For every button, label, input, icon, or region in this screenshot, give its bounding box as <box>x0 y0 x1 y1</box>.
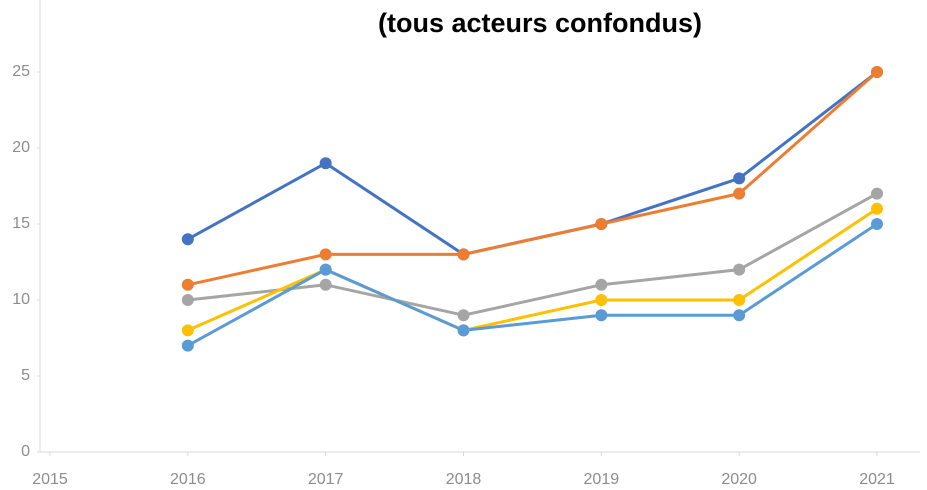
data-point <box>871 202 883 215</box>
x-tick-label: 2018 <box>446 471 482 488</box>
x-tick-label: 2015 <box>32 471 68 488</box>
data-point <box>733 187 746 200</box>
series-line <box>187 192 878 317</box>
y-tick-label: 5 <box>21 367 30 384</box>
chart-title: (tous acteurs confondus) <box>378 8 702 38</box>
data-point <box>733 294 746 306</box>
data-point <box>181 324 194 337</box>
data-point <box>733 172 746 185</box>
y-tick-label: 15 <box>12 215 30 232</box>
series-line <box>187 207 878 332</box>
data-point <box>181 233 194 246</box>
data-point <box>733 263 746 276</box>
x-tick-label: 2017 <box>308 471 344 488</box>
data-point <box>319 157 332 170</box>
data-point <box>319 263 332 276</box>
data-point <box>457 309 470 322</box>
x-tick-label: 2019 <box>584 471 620 488</box>
data-point <box>871 187 883 200</box>
data-point <box>733 309 746 322</box>
x-tick-label: 2016 <box>170 471 206 488</box>
y-tick-label: 20 <box>12 139 30 156</box>
data-point <box>181 278 194 291</box>
data-point <box>595 294 608 306</box>
x-tick-label: 2021 <box>859 471 895 488</box>
y-tick-label: 0 <box>21 443 30 460</box>
data-point <box>871 218 883 230</box>
data-point <box>181 339 194 352</box>
data-point <box>595 278 608 291</box>
data-point <box>319 248 332 261</box>
data-point <box>319 278 332 291</box>
series-line <box>187 70 878 287</box>
data-point <box>457 248 470 261</box>
x-tick-label: 2020 <box>721 471 757 488</box>
series-line <box>187 222 878 347</box>
data-point <box>595 218 608 230</box>
y-tick-label: 25 <box>12 63 30 80</box>
data-point <box>457 324 470 337</box>
data-point <box>181 294 194 306</box>
y-tick-label: 10 <box>12 291 30 308</box>
data-point <box>871 66 883 78</box>
data-point <box>595 309 608 322</box>
